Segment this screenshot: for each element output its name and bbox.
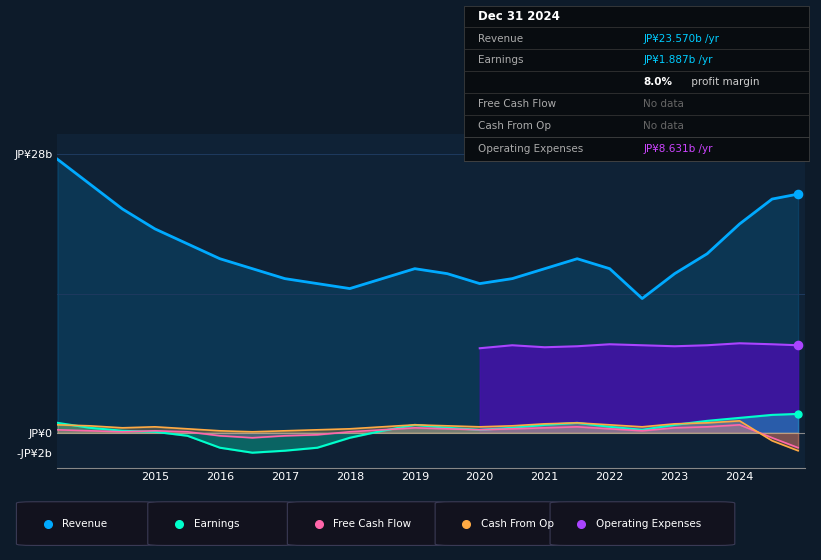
Point <box>791 409 805 418</box>
FancyBboxPatch shape <box>435 502 562 545</box>
Text: Dec 31 2024: Dec 31 2024 <box>478 10 560 24</box>
Text: JP¥1.887b /yr: JP¥1.887b /yr <box>643 55 713 66</box>
Text: JP¥8.631b /yr: JP¥8.631b /yr <box>643 144 713 154</box>
Text: Earnings: Earnings <box>194 519 239 529</box>
Text: Revenue: Revenue <box>478 34 523 44</box>
Text: Earnings: Earnings <box>478 55 523 66</box>
Point <box>791 190 805 199</box>
Text: Operating Expenses: Operating Expenses <box>596 519 701 529</box>
Text: Revenue: Revenue <box>62 519 108 529</box>
Text: profit margin: profit margin <box>688 77 759 87</box>
Text: Cash From Op: Cash From Op <box>481 519 554 529</box>
Text: 8.0%: 8.0% <box>643 77 672 87</box>
Text: No data: No data <box>643 121 684 131</box>
FancyBboxPatch shape <box>16 502 156 545</box>
Text: JP¥23.570b /yr: JP¥23.570b /yr <box>643 34 719 44</box>
FancyBboxPatch shape <box>287 502 447 545</box>
Text: No data: No data <box>643 99 684 109</box>
Text: Cash From Op: Cash From Op <box>478 121 551 131</box>
FancyBboxPatch shape <box>148 502 296 545</box>
Text: Free Cash Flow: Free Cash Flow <box>333 519 411 529</box>
FancyBboxPatch shape <box>550 502 735 545</box>
Point <box>791 341 805 350</box>
Text: Free Cash Flow: Free Cash Flow <box>478 99 556 109</box>
Text: Operating Expenses: Operating Expenses <box>478 144 583 154</box>
